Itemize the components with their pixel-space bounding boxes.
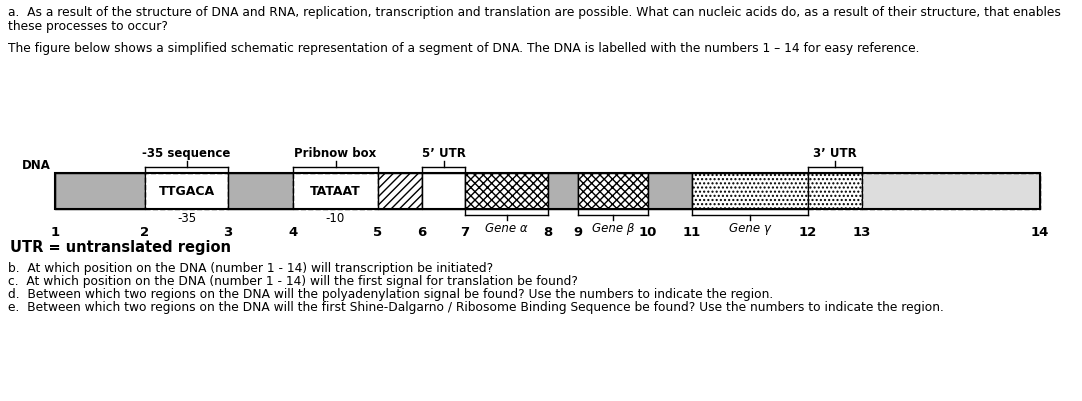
Text: 1: 1 xyxy=(51,225,60,239)
Text: these processes to occur?: these processes to occur? xyxy=(8,20,168,33)
Text: Pribnow box: Pribnow box xyxy=(294,147,377,160)
Text: -35: -35 xyxy=(177,211,196,225)
Bar xyxy=(378,174,422,209)
Text: 11: 11 xyxy=(683,225,701,239)
Text: The figure below shows a simplified schematic representation of a segment of DNA: The figure below shows a simplified sche… xyxy=(8,42,920,55)
Text: 9: 9 xyxy=(573,225,582,239)
Text: 4: 4 xyxy=(289,225,298,239)
Text: e.  Between which two regions on the DNA will the first Shine-Dalgarno / Ribosom: e. Between which two regions on the DNA … xyxy=(8,300,944,313)
Bar xyxy=(808,174,862,209)
Bar xyxy=(145,174,228,209)
Text: d.  Between which two regions on the DNA will the polyadenylation signal be foun: d. Between which two regions on the DNA … xyxy=(8,287,774,300)
Bar xyxy=(55,174,1040,209)
Text: 3’ UTR: 3’ UTR xyxy=(814,147,857,160)
Bar xyxy=(547,174,578,209)
Text: 5’ UTR: 5’ UTR xyxy=(422,147,465,160)
Text: -35 sequence: -35 sequence xyxy=(143,147,230,160)
Bar xyxy=(293,174,378,209)
Bar xyxy=(55,174,145,209)
Bar xyxy=(228,174,293,209)
Text: UTR = untranslated region: UTR = untranslated region xyxy=(10,239,230,254)
Text: 2: 2 xyxy=(141,225,149,239)
Text: Gene α: Gene α xyxy=(485,221,528,235)
Text: a.  As a result of the structure of DNA and RNA, replication, transcription and : a. As a result of the structure of DNA a… xyxy=(8,6,1060,19)
Text: -10: -10 xyxy=(326,211,345,225)
Text: 12: 12 xyxy=(799,225,817,239)
Bar xyxy=(578,174,648,209)
Text: Gene γ: Gene γ xyxy=(729,221,771,235)
Text: TATAAT: TATAAT xyxy=(311,185,361,198)
Text: DNA: DNA xyxy=(22,159,51,172)
Text: c.  At which position on the DNA (number 1 - 14) will the first signal for trans: c. At which position on the DNA (number … xyxy=(8,274,578,287)
Text: 5: 5 xyxy=(373,225,383,239)
Text: 14: 14 xyxy=(1031,225,1050,239)
Text: b.  At which position on the DNA (number 1 - 14) will transcription be initiated: b. At which position on the DNA (number … xyxy=(8,261,493,274)
Bar xyxy=(862,174,1040,209)
Text: 13: 13 xyxy=(853,225,871,239)
Bar xyxy=(465,174,547,209)
Text: 6: 6 xyxy=(418,225,426,239)
Text: TTGACA: TTGACA xyxy=(158,185,214,198)
Bar xyxy=(422,174,465,209)
Bar xyxy=(648,174,692,209)
Bar xyxy=(692,174,808,209)
Text: 7: 7 xyxy=(461,225,470,239)
Text: Gene β: Gene β xyxy=(592,221,634,235)
Text: 8: 8 xyxy=(543,225,553,239)
Text: 3: 3 xyxy=(223,225,233,239)
Text: 10: 10 xyxy=(638,225,657,239)
